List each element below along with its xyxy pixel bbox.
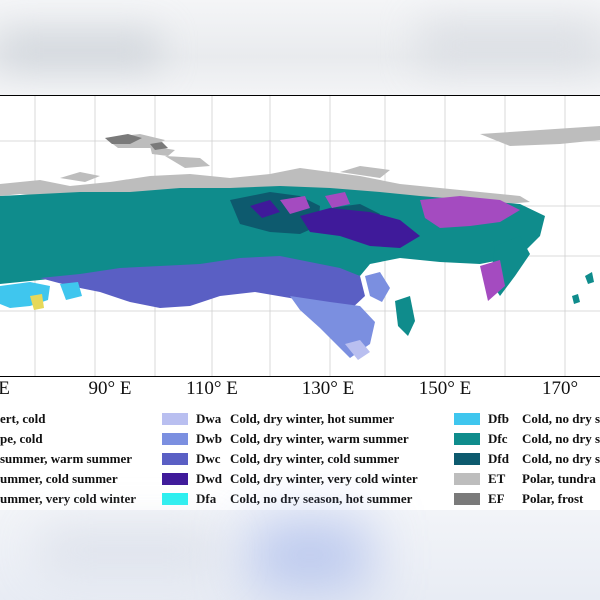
legend-code: Dfb xyxy=(488,411,509,426)
legend-swatch xyxy=(454,493,480,505)
legend-label: Cold, no dry season, hot summer xyxy=(230,491,413,506)
legend-label: pe, cold xyxy=(0,431,43,446)
background-blur-shape xyxy=(420,20,600,70)
legend-item-dwa: Dwa Cold, dry winter, hot summer xyxy=(162,410,394,428)
legend-label: ummer, very cold winter xyxy=(0,491,136,506)
legend-code: Dfd xyxy=(488,451,509,466)
legend-swatch xyxy=(162,453,188,465)
legend-item-dfd: Dfd Cold, no dry s xyxy=(454,450,600,468)
legend-item-dfa: Dfa Cold, no dry season, hot summer xyxy=(162,490,412,508)
legend-swatch xyxy=(162,433,188,445)
legend-item-dfb: Dfb Cold, no dry s xyxy=(454,410,600,428)
legend-label: Polar, frost xyxy=(522,491,584,506)
legend-item-dwc: Dwc Cold, dry winter, cold summer xyxy=(162,450,399,468)
longitude-label: 150° E xyxy=(418,378,472,399)
region-magenta xyxy=(280,192,520,301)
legend-swatch xyxy=(454,433,480,445)
legend-code: EF xyxy=(488,491,505,506)
legend-label: ummer, cold summer xyxy=(0,471,118,486)
longitude-label: 170° xyxy=(541,378,579,399)
legend-swatch xyxy=(162,493,188,505)
region-ef xyxy=(105,134,168,150)
climate-map xyxy=(0,95,600,377)
map-canvas xyxy=(0,96,600,376)
legend-swatch xyxy=(454,473,480,485)
background-blur-shape xyxy=(0,30,160,70)
legend-item-dwb: Dwb Cold, dry winter, warm summer xyxy=(162,430,409,448)
legend-code: ET xyxy=(488,471,506,486)
longitude-axis: E 90° E 110° E 130° E 150° E 170° xyxy=(0,378,600,406)
legend-code: Dwd xyxy=(196,471,223,486)
legend-label: Cold, no dry s xyxy=(522,431,600,446)
longitude-label: 90° E xyxy=(88,378,132,399)
legend-label: Cold, no dry s xyxy=(522,451,600,466)
legend-swatch xyxy=(162,473,188,485)
legend-code: Dwc xyxy=(196,451,221,466)
legend-swatch xyxy=(162,413,188,425)
legend-label: Cold, dry winter, hot summer xyxy=(230,411,395,426)
legend-item: ummer, very cold winter xyxy=(0,490,136,508)
background-blur-shape xyxy=(250,520,370,590)
region-islands xyxy=(572,272,594,304)
legend-item-et: ET Polar, tundra xyxy=(454,470,596,488)
legend-item: pe, cold xyxy=(0,430,43,448)
region-yellow xyxy=(30,294,44,310)
blurred-background-bottom xyxy=(0,510,600,600)
legend-item: ummer, cold summer xyxy=(0,470,118,488)
longitude-label: 110° E xyxy=(186,378,238,399)
legend-label: Polar, tundra xyxy=(522,471,596,486)
legend-label: Cold, dry winter, cold summer xyxy=(230,451,400,466)
longitude-label: E xyxy=(0,378,10,399)
legend-item-ef: EF Polar, frost xyxy=(454,490,583,508)
legend-code: Dfc xyxy=(488,431,508,446)
legend-code: Dfa xyxy=(196,491,217,506)
legend-code: Dwa xyxy=(196,411,222,426)
legend-label: Cold, no dry s xyxy=(522,411,600,426)
region-dwa xyxy=(345,340,370,360)
map-legend: ert, cold pe, cold summer, warm summer u… xyxy=(0,408,600,510)
legend-label: Cold, dry winter, warm summer xyxy=(230,431,409,446)
background-blur-shape xyxy=(40,530,220,570)
legend-item-dfc: Dfc Cold, no dry s xyxy=(454,430,600,448)
legend-item: ert, cold xyxy=(0,410,45,428)
blurred-background-top xyxy=(0,0,600,95)
legend-label: ert, cold xyxy=(0,411,46,426)
legend-label: Cold, dry winter, very cold winter xyxy=(230,471,418,486)
longitude-label: 130° E xyxy=(301,378,355,399)
region-dwd xyxy=(250,200,420,248)
region-dwc xyxy=(40,256,365,310)
legend-item-dwd: Dwd Cold, dry winter, very cold winter xyxy=(162,470,418,488)
legend-label: summer, warm summer xyxy=(0,451,133,466)
legend-item: summer, warm summer xyxy=(0,450,132,468)
legend-swatch xyxy=(454,453,480,465)
legend-code: Dwb xyxy=(196,431,223,446)
legend-swatch xyxy=(454,413,480,425)
